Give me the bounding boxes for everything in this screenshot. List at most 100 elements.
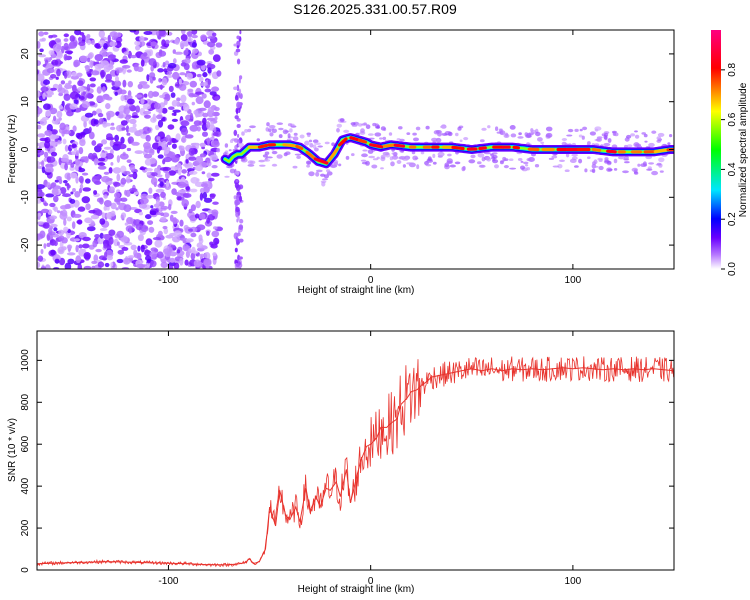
spectrogram-noise-blob (155, 188, 165, 193)
spectrogram-halo-blob (229, 139, 234, 143)
spectrogram-noise-blob (75, 244, 79, 253)
spectrogram-noise-blob (211, 230, 220, 238)
spectrogram-noise-blob (116, 155, 121, 163)
spectrogram-noise-blob (173, 230, 182, 238)
spectrogram-noise-blob (149, 210, 157, 216)
x-tick-label: 100 (565, 275, 582, 286)
spectrogram-halo-blob (380, 167, 384, 170)
spectrogram-halo-blob (503, 165, 509, 169)
spectrogram-halo-blob (398, 126, 403, 130)
spectrogram-noise-blob (190, 252, 196, 260)
spectrogram-halo-blob (659, 170, 664, 173)
spectrogram-noise-blob (150, 41, 157, 47)
spectrogram-noise-blob (184, 57, 191, 64)
spectrogram-noise-blob (159, 216, 167, 222)
spectrogram-noise-blob (43, 31, 49, 35)
spectrogram-halo-blob (559, 159, 565, 162)
spectrogram-halo-blob (415, 126, 421, 131)
spectrogram-halo-blob (581, 135, 585, 140)
spectrogram-noise-blob (50, 87, 57, 91)
spectrogram-halo-blob (669, 134, 673, 138)
spectrogram-halo-blob (449, 164, 456, 168)
spectrogram-noise-blob (89, 60, 94, 69)
spectrogram-noise-blob (53, 195, 59, 203)
spectrogram-halo-blob (535, 131, 541, 137)
spectrogram-noise-blob (61, 100, 65, 107)
spectrogram-halo-blob (425, 125, 430, 130)
spectrogram-noise-blob (113, 33, 117, 38)
spectrogram-noise-blob (168, 106, 175, 110)
spectrogram-noise-blob (184, 134, 194, 139)
spectrogram-halo-blob (518, 132, 522, 136)
x-tick-label: 0 (368, 275, 374, 286)
spectrogram-noise-blob (68, 41, 77, 49)
spectrogram-halo-blob (345, 155, 350, 160)
spectrogram-noise-blob (188, 156, 197, 161)
spectrogram-noise-blob (140, 197, 149, 205)
spectrogram-noise-blob (96, 86, 102, 94)
spectrogram-peak-segment (313, 157, 329, 165)
spectrogram-noise-blob (64, 163, 68, 171)
spectrogram-noise-blob (191, 30, 198, 35)
spectrogram-halo-blob (413, 137, 419, 142)
spectrogram-halo-blob (278, 127, 284, 131)
y-tick-label: 10 (20, 96, 31, 108)
spectrogram-noise-blob (37, 213, 42, 217)
spectrogram-halo-blob (623, 155, 629, 161)
spectrogram-noise-blob (44, 130, 53, 136)
spectrogram-noise-blob (145, 238, 153, 246)
spectrogram-noise-blob (143, 145, 153, 153)
spectrogram-noise-blob (150, 247, 158, 252)
spectrogram-noise-blob (235, 179, 239, 183)
spectrogram-noise-blob (212, 132, 219, 137)
spectrogram-halo-blob (567, 128, 574, 133)
spectrogram-noise-blob (110, 162, 114, 166)
spectrogram-noise-blob (62, 130, 72, 135)
spectrogram-noise-blob (69, 103, 78, 110)
spectrogram-noise-blob (111, 80, 115, 86)
spectrogram-noise-blob (198, 234, 203, 242)
spectrogram-noise-blob (166, 74, 173, 78)
spectrogram-noise-blob (181, 136, 187, 143)
spectrogram-peak-segment (305, 150, 317, 160)
spectrogram-halo-blob (622, 170, 629, 174)
spectrogram-halo-blob (244, 129, 249, 133)
spectrogram-noise-blob (190, 232, 197, 238)
spectrogram-noise-blob (51, 188, 59, 196)
spectrogram-noise-blob (76, 72, 83, 78)
spectrogram-halo-blob (224, 175, 230, 178)
y-tick-label: 600 (20, 435, 31, 452)
spectrogram-halo-blob (368, 155, 376, 159)
spectrogram-noise-blob (92, 110, 97, 116)
spectrogram-halo-blob (427, 156, 432, 161)
spectrogram-noise-blob (78, 41, 86, 47)
spectrogram-noise-blob (206, 121, 211, 129)
spectrogram-halo-blob (545, 132, 553, 138)
spectrogram-noise-blob (37, 261, 41, 269)
spectrogram-peak-segment (478, 146, 487, 151)
spectrogram-noise-blob (41, 37, 46, 42)
spectrogram-noise-blob (133, 249, 138, 257)
spectrogram-noise-blob (238, 78, 241, 84)
spectrogram-noise-blob (103, 205, 108, 211)
spectrogram-noise-blob (186, 72, 193, 80)
spectrogram-noise-blob (185, 238, 194, 243)
spectrogram-noise-blob (72, 188, 76, 193)
spectrogram-halo-blob (578, 134, 583, 138)
spectrogram-halo-blob (343, 129, 350, 133)
spectrogram-noise-blob (37, 221, 45, 225)
spectrogram-noise-blob (150, 260, 157, 268)
spectrogram-halo-blob (271, 128, 277, 134)
spectrogram-noise-blob (158, 50, 167, 57)
spectrogram-noise-blob (238, 238, 244, 243)
spectrogram-noise-blob (212, 252, 217, 257)
spectrogram-halo-blob (368, 133, 374, 136)
spectrogram-noise-blob (139, 81, 148, 85)
spectrogram-halo-blob (489, 153, 494, 156)
spectrogram-noise-blob (85, 35, 89, 44)
spectrogram-noise-blob (81, 196, 91, 204)
spectrogram-halo-blob (247, 128, 252, 133)
snr-x-axis-label: Height of straight line (km) (298, 584, 415, 595)
spectrogram-noise-blob (77, 263, 83, 269)
spectrogram-noise-blob (144, 249, 149, 254)
